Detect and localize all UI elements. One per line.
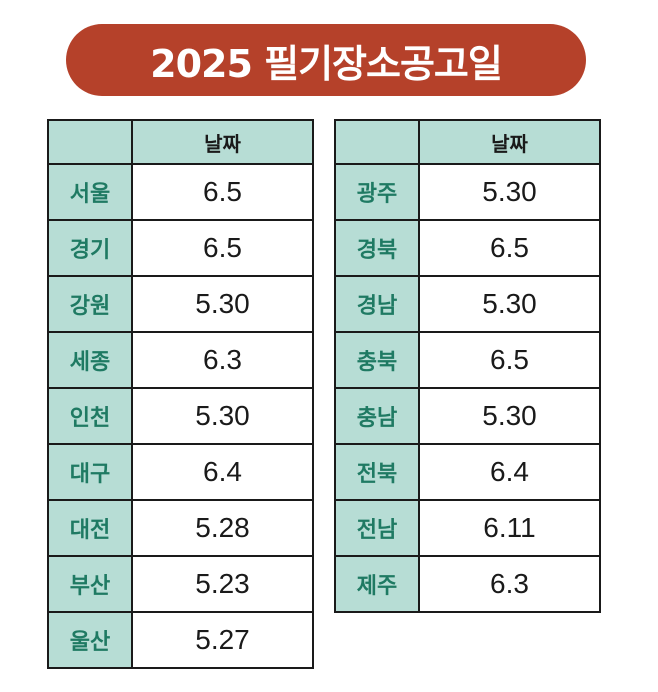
date-cell: 5.28 <box>131 499 314 557</box>
date-cell: 6.4 <box>131 443 314 501</box>
table-row: 경기 6.5 <box>47 219 314 277</box>
table-row: 대전 5.28 <box>47 499 314 557</box>
date-header: 날짜 <box>418 119 601 165</box>
date-cell: 6.5 <box>418 219 601 277</box>
table-row: 세종 6.3 <box>47 331 314 389</box>
region-cell: 강원 <box>47 275 133 333</box>
region-cell: 충북 <box>334 331 420 389</box>
region-cell: 서울 <box>47 163 133 221</box>
table-header-row: 날짜 <box>47 119 314 165</box>
region-cell: 부산 <box>47 555 133 613</box>
date-cell: 5.27 <box>131 611 314 669</box>
table-row: 부산 5.23 <box>47 555 314 613</box>
region-cell: 충남 <box>334 387 420 445</box>
region-cell: 울산 <box>47 611 133 669</box>
date-cell: 5.30 <box>418 163 601 221</box>
table-body-left: 서울 6.5 경기 6.5 강원 5.30 세종 6.3 인천 5.30 대구 6.4 대전 5.28 부산… <box>47 163 314 669</box>
title-banner: 2025 필기장소공고일 <box>66 24 586 96</box>
table-row: 광주 5.30 <box>334 163 601 221</box>
table-row: 경북 6.5 <box>334 219 601 277</box>
table-row: 제주 6.3 <box>334 555 601 613</box>
date-cell: 6.3 <box>131 331 314 389</box>
date-cell: 6.5 <box>131 163 314 221</box>
region-cell: 경북 <box>334 219 420 277</box>
page-title: 2025 필기장소공고일 <box>150 41 503 86</box>
table-row: 인천 5.30 <box>47 387 314 445</box>
table-row: 충남 5.30 <box>334 387 601 445</box>
date-cell: 6.11 <box>418 499 601 557</box>
date-cell: 5.30 <box>131 387 314 445</box>
region-header <box>334 119 420 165</box>
date-header: 날짜 <box>131 119 314 165</box>
table-row: 울산 5.27 <box>47 611 314 669</box>
region-cell: 전남 <box>334 499 420 557</box>
date-cell: 5.23 <box>131 555 314 613</box>
region-cell: 경기 <box>47 219 133 277</box>
table-row: 경남 5.30 <box>334 275 601 333</box>
date-cell: 5.30 <box>131 275 314 333</box>
region-cell: 제주 <box>334 555 420 613</box>
region-cell: 인천 <box>47 387 133 445</box>
region-header <box>47 119 133 165</box>
table-body-right: 광주 5.30 경북 6.5 경남 5.30 충북 6.5 충남 5.30 전북 6.4 전남 6.11 제… <box>334 163 601 613</box>
table-row: 전남 6.11 <box>334 499 601 557</box>
region-cell: 대구 <box>47 443 133 501</box>
date-cell: 6.5 <box>131 219 314 277</box>
region-cell: 경남 <box>334 275 420 333</box>
date-cell: 5.30 <box>418 275 601 333</box>
region-cell: 광주 <box>334 163 420 221</box>
schedule-table-left: 날짜 서울 6.5 경기 6.5 강원 5.30 세종 6.3 인천 5.30 대구 6.4 대전 5.2… <box>47 119 314 669</box>
date-cell: 6.3 <box>418 555 601 613</box>
region-cell: 대전 <box>47 499 133 557</box>
table-header-row: 날짜 <box>334 119 601 165</box>
table-row: 전북 6.4 <box>334 443 601 501</box>
table-row: 충북 6.5 <box>334 331 601 389</box>
table-row: 대구 6.4 <box>47 443 314 501</box>
table-row: 강원 5.30 <box>47 275 314 333</box>
region-cell: 전북 <box>334 443 420 501</box>
date-cell: 6.4 <box>418 443 601 501</box>
date-cell: 5.30 <box>418 387 601 445</box>
schedule-table-right: 날짜 광주 5.30 경북 6.5 경남 5.30 충북 6.5 충남 5.30 전북 6.4 전남 6.… <box>334 119 601 613</box>
date-cell: 6.5 <box>418 331 601 389</box>
table-row: 서울 6.5 <box>47 163 314 221</box>
region-cell: 세종 <box>47 331 133 389</box>
